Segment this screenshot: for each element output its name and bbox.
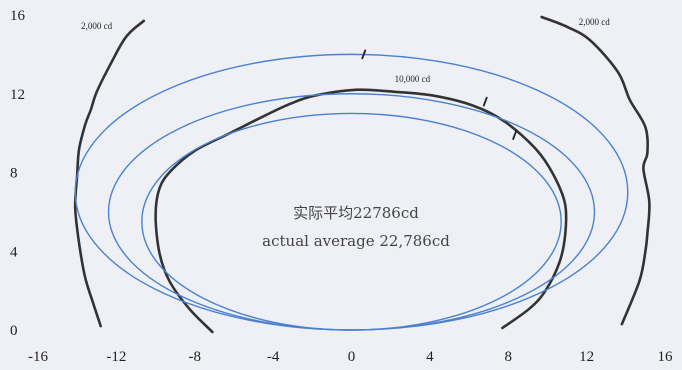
series-2-000-cd-curve-2: [540, 15, 651, 326]
series-2-000-cd-curve-1: [73, 19, 146, 328]
y-tick-label-0: 0: [10, 323, 18, 339]
x-tick-label-minus-4: -4: [267, 349, 280, 365]
arrow-marker-1: [361, 49, 367, 60]
annotation-label-2: 2,000 cd: [579, 17, 610, 27]
arrow-markers: [361, 49, 518, 140]
arrow-marker-3: [512, 130, 518, 140]
annotation-label-3: 10,000 cd: [395, 74, 431, 84]
curve-annotations: 2,000 cd 2,000 cd 10,000 cd: [81, 17, 610, 84]
x-axis-ticks: -16 -12 -8 -4 0 4 8 12 16: [28, 349, 673, 365]
x-tick-label-minus-8: -8: [189, 349, 202, 365]
curves-group: [73, 15, 651, 334]
y-tick-label-8: 8: [10, 166, 18, 182]
y-tick-label-12: 12: [10, 87, 25, 103]
x-tick-label-16: 16: [658, 349, 674, 365]
x-tick-label-0: 0: [348, 349, 356, 365]
y-tick-label-16: 16: [10, 8, 26, 24]
center-label-english: actual average 22,786cd: [262, 232, 450, 250]
x-tick-label-minus-16: -16: [28, 349, 48, 365]
y-tick-label-4: 4: [10, 244, 18, 260]
series-blue-inner-ellipse: [141, 112, 562, 331]
x-tick-label-minus-12: -12: [106, 349, 126, 365]
series-10-000-cd-curve-1: [154, 88, 568, 334]
center-label-chinese: 实际平均22786cd: [293, 204, 419, 222]
annotation-label-1: 2,000 cd: [81, 21, 112, 31]
x-tick-label-12: 12: [579, 349, 594, 365]
y-axis-ticks: 0 4 8 12 16: [10, 8, 26, 339]
x-tick-label-8: 8: [505, 349, 513, 365]
x-tick-label-4: 4: [426, 349, 434, 365]
arrow-marker-2: [482, 96, 488, 107]
